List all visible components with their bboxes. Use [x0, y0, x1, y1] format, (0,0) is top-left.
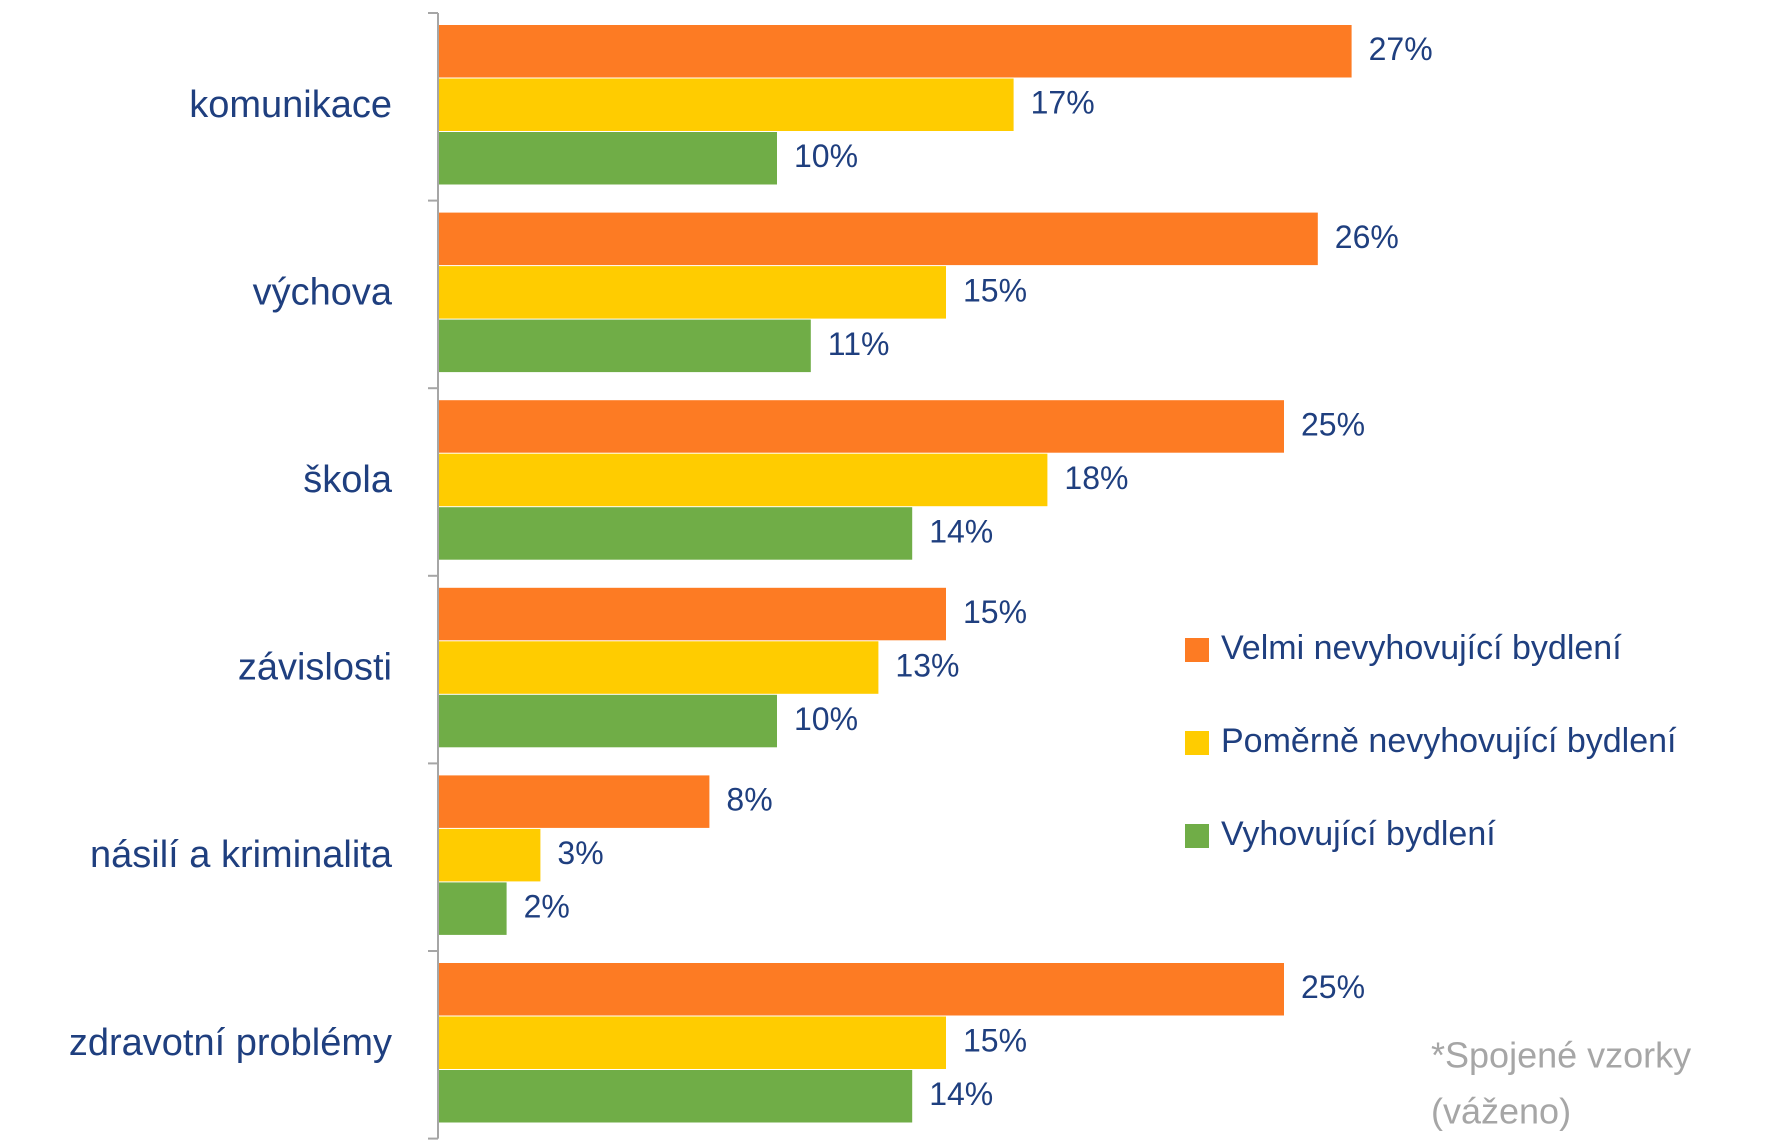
- bar: [439, 963, 1284, 1016]
- legend-swatch: [1185, 638, 1209, 662]
- bar: [439, 453, 1048, 507]
- category-label: komunikace: [189, 84, 392, 126]
- category-label: výchova: [253, 271, 393, 313]
- bar: [439, 641, 879, 694]
- data-label: 8%: [726, 782, 772, 818]
- bar: [439, 828, 541, 882]
- legend-label: Velmi nevyhovující bydlení: [1221, 629, 1622, 667]
- bar: [439, 1016, 946, 1069]
- annotation: *Spojené vzorky: [1431, 1035, 1691, 1076]
- data-label: 15%: [963, 594, 1027, 630]
- data-label: 11%: [828, 326, 890, 362]
- bar: [439, 400, 1284, 453]
- data-label: 10%: [794, 701, 858, 737]
- bar: [439, 882, 507, 935]
- bar: [439, 266, 946, 319]
- bar: [439, 25, 1352, 78]
- bar: [439, 78, 1014, 131]
- category-label: zdravotní problémy: [69, 1022, 392, 1064]
- data-label: 10%: [794, 138, 858, 174]
- data-label: 13%: [895, 648, 959, 684]
- data-label: 14%: [929, 513, 993, 549]
- bar: [439, 319, 811, 373]
- data-label: 25%: [1301, 969, 1365, 1005]
- data-label: 15%: [963, 1023, 1027, 1059]
- bar: [439, 775, 710, 828]
- category-label: závislosti: [238, 647, 392, 689]
- category-label: škola: [303, 459, 393, 501]
- bar: [439, 694, 777, 748]
- bar: [439, 1070, 913, 1123]
- legend-swatch: [1185, 824, 1209, 848]
- data-label: 18%: [1064, 460, 1128, 496]
- data-label: 15%: [963, 272, 1027, 308]
- data-label: 14%: [929, 1076, 993, 1112]
- bar: [439, 587, 946, 641]
- data-label: 17%: [1031, 85, 1095, 121]
- legend-label: Vyhovující bydlení: [1221, 815, 1496, 853]
- annotation: (váženo): [1431, 1091, 1571, 1132]
- data-label: 3%: [557, 835, 603, 871]
- legend-label: Poměrně nevyhovující bydlení: [1221, 722, 1677, 760]
- bar: [439, 212, 1318, 266]
- data-label: 27%: [1369, 31, 1433, 67]
- data-label: 2%: [524, 889, 570, 925]
- data-label: 25%: [1301, 406, 1365, 442]
- bar: [439, 507, 913, 560]
- legend-swatch: [1185, 731, 1209, 755]
- bar: [439, 132, 777, 185]
- data-label: 26%: [1335, 219, 1399, 255]
- category-label: násilí a kriminalita: [90, 834, 393, 876]
